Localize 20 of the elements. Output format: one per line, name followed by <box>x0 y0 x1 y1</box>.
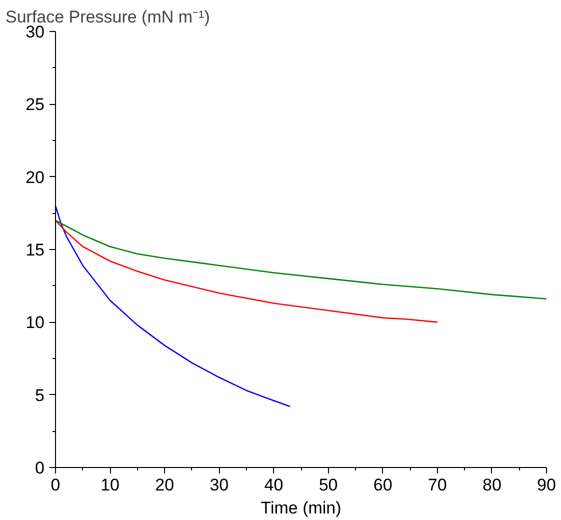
y-tick-label: 10 <box>26 313 45 332</box>
line-series <box>56 205 291 408</box>
y-tick-label: 20 <box>26 168 45 187</box>
x-tick-label: 20 <box>155 476 174 494</box>
y-tick-label: 25 <box>26 95 45 114</box>
x-tick-label: 50 <box>318 476 338 494</box>
y-tick-label: 15 <box>26 240 45 260</box>
x-tick-label: 40 <box>264 476 284 494</box>
x-tick-label: 0 <box>50 476 60 494</box>
x-tick-label: 60 <box>373 476 392 494</box>
x-tick-label: 70 <box>428 476 447 494</box>
x-axis-title: Time (min) <box>260 498 342 518</box>
line-series <box>56 220 438 323</box>
x-tick-label: 90 <box>537 476 556 494</box>
line-series <box>56 220 546 300</box>
y-tick-label: 5 <box>35 386 45 405</box>
x-tick-label: 80 <box>482 476 502 494</box>
y-tick-label: 0 <box>35 458 45 478</box>
x-tick-label: 10 <box>100 476 120 494</box>
x-tick-label: 30 <box>210 476 229 494</box>
